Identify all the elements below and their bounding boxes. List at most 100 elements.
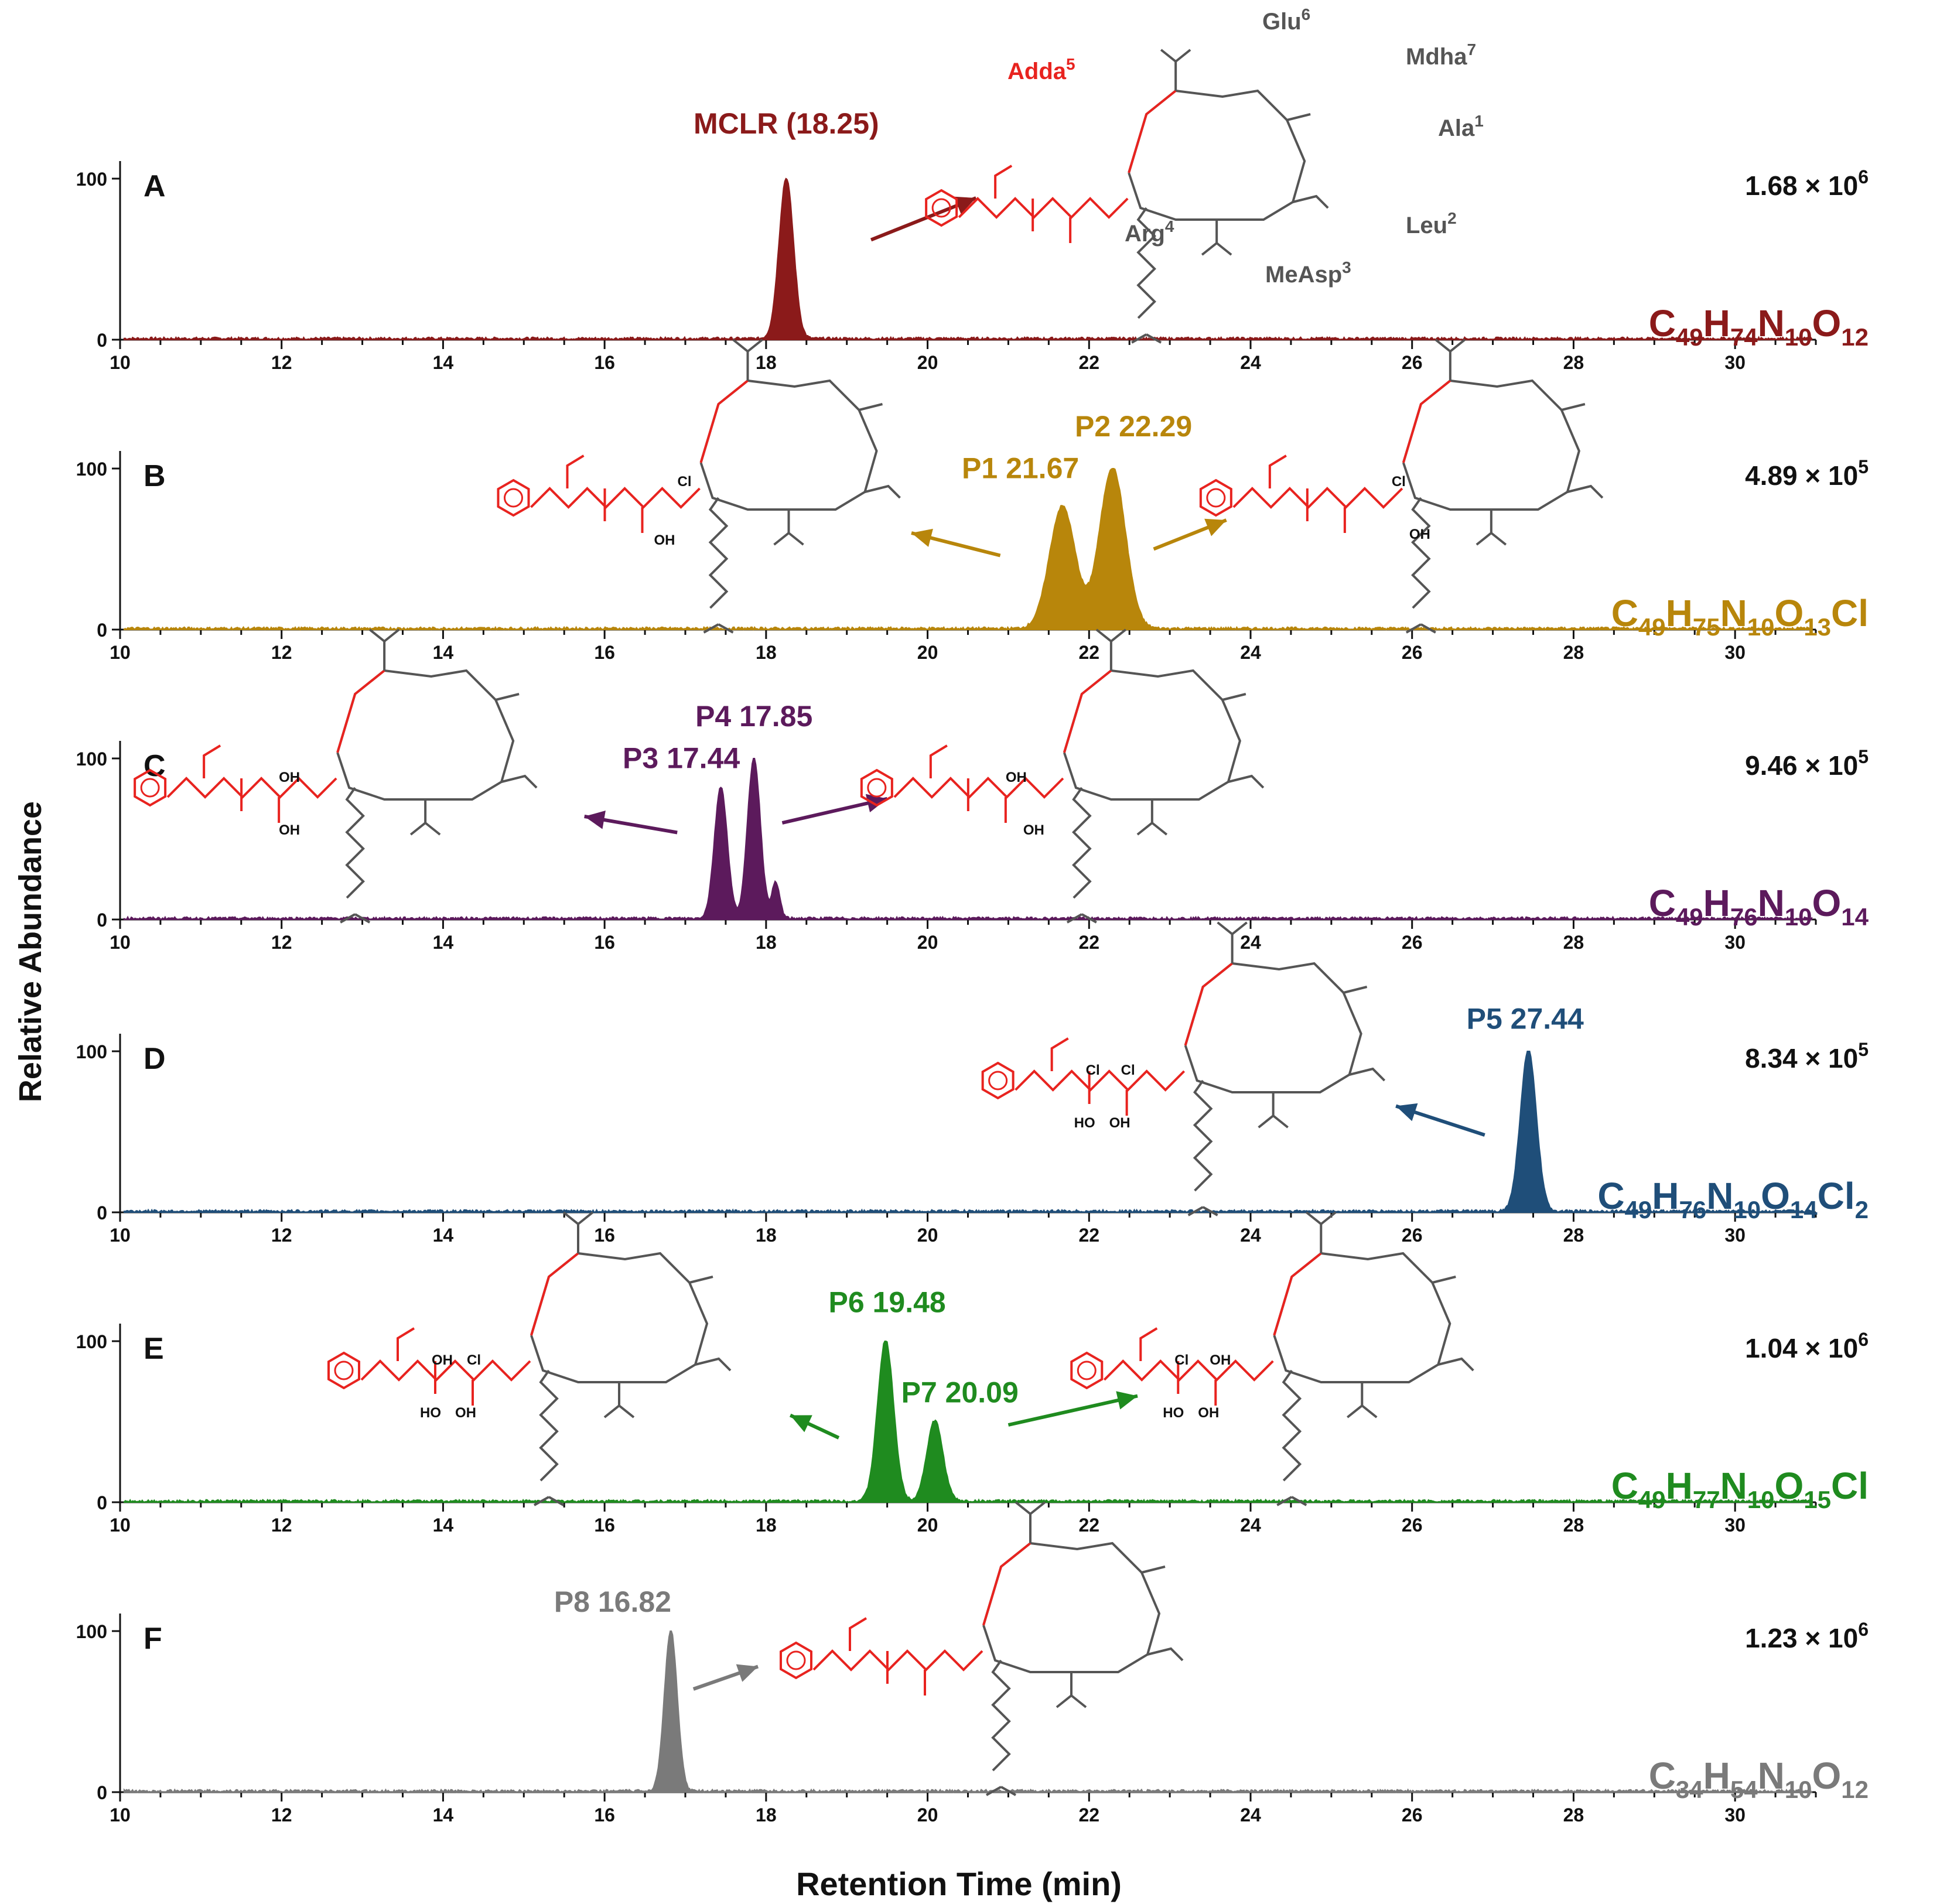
glu-branch-2 [1029, 1501, 1046, 1515]
x-tick-label: 20 [917, 1515, 938, 1536]
benzene-ring-inner [988, 1071, 1008, 1091]
adda-chain [958, 197, 1129, 219]
panel-A: 0 100 10 12 14 16 18 20 22 24 26 28 30 A MCLR (18.25) A… [76, 5, 1869, 373]
x-tick-label: 22 [1078, 932, 1099, 953]
x-tick-label: 24 [1240, 642, 1261, 663]
x-tick-label: 16 [594, 1804, 615, 1826]
structure-E1: OH Cl HO OH [327, 1211, 732, 1506]
structure-E2: Cl OH HO OH [1070, 1211, 1474, 1506]
panel-letter: A [144, 169, 166, 203]
x-tick-label: 16 [594, 352, 615, 373]
chromatogram-trace [123, 1341, 1813, 1504]
glu-branch-2 [1174, 49, 1191, 63]
residue-label-glu: Glu6 [1262, 5, 1310, 35]
annotation-arrow [1007, 1394, 1138, 1427]
arg-tail-end [1131, 333, 1147, 344]
adda-ethyl [1050, 1037, 1069, 1071]
x-tick-label: 10 [110, 1225, 131, 1246]
macrocycle-ring [982, 1541, 1161, 1673]
x-tick-label: 12 [271, 1225, 292, 1246]
measp-branch [1136, 799, 1153, 836]
adda-chain [530, 487, 701, 509]
molecular-formula: C49H76N10O14Cl2 [1597, 1175, 1869, 1223]
x-tick-label: 14 [433, 642, 454, 663]
arg-tail-end-2 [1202, 1206, 1218, 1216]
benzene-ring [134, 768, 167, 807]
chromatogram-trace [123, 1051, 1813, 1214]
peak-label: P7 20.09 [901, 1376, 1019, 1409]
adda-chain [360, 1359, 531, 1382]
adda-ring-segment [336, 669, 385, 753]
macrocycle-ring [1273, 1252, 1451, 1383]
substituent-label: OH [1109, 1115, 1130, 1131]
substituent-label: Cl [1392, 474, 1406, 490]
arg-tail [1282, 1369, 1302, 1482]
substituent-label: OH [654, 532, 675, 548]
residue-label-arg: Arg4 [1125, 217, 1174, 247]
measp-branch [773, 510, 790, 546]
arg-tail-end-2 [548, 1496, 564, 1506]
ala-branch [689, 1276, 713, 1284]
annotation-arrowhead [1396, 1103, 1418, 1122]
x-tick-label: 10 [110, 932, 131, 953]
ala-branch [1222, 693, 1246, 701]
glu-branch-2 [747, 339, 763, 353]
leu-branch [1292, 194, 1329, 209]
max-intensity: 4.89 × 105 [1745, 456, 1869, 491]
measp-branch [1347, 1382, 1364, 1418]
x-tick-label: 22 [1078, 352, 1099, 373]
arg-tail-end-2 [1146, 333, 1162, 344]
ala-branch [859, 403, 883, 411]
benzene-ring-inner [1206, 488, 1226, 508]
adda-ring-segment [982, 1542, 1032, 1626]
arg-tail [1411, 497, 1431, 609]
arg-tail-end-2 [354, 913, 371, 924]
x-tick-label: 12 [271, 1804, 292, 1826]
leu-branch [1147, 1647, 1184, 1662]
arg-tail-end [1066, 913, 1082, 924]
annotation-arrowhead [865, 794, 887, 812]
adda-ethyl [1268, 454, 1287, 488]
glu-branch [1160, 49, 1177, 91]
benzene-ring-inner [504, 488, 523, 508]
x-tick-label: 26 [1402, 642, 1423, 663]
max-intensity: 9.46 × 105 [1745, 746, 1869, 781]
x-tick-label: 26 [1402, 932, 1423, 953]
substituent-label: HO [420, 1405, 441, 1421]
peak-apex-2 [775, 883, 777, 885]
x-tick-label: 24 [1240, 1225, 1261, 1246]
x-tick-label: 30 [1724, 1804, 1746, 1826]
annotation-arrowhead [911, 528, 933, 547]
leu-branch [1437, 1357, 1474, 1372]
peak-label: MCLR (18.25) [694, 107, 879, 140]
y-tick-label: 100 [76, 459, 107, 480]
arg-tail-end [703, 623, 719, 634]
structure-C2: OH OH [860, 628, 1265, 924]
max-intensity: 8.34 × 105 [1745, 1039, 1869, 1074]
arg-tail-end-2 [1000, 1786, 1016, 1796]
glu-branch-2 [1320, 1211, 1337, 1225]
structure-B2: Cl OH [1199, 339, 1604, 634]
y-tick-label: 100 [76, 748, 107, 770]
annotation-arrowhead [790, 1415, 812, 1433]
max-intensity: 1.23 × 106 [1745, 1619, 1869, 1653]
glu-branch-2 [1231, 921, 1248, 935]
macrocycle-ring [1184, 962, 1362, 1093]
y-tick-label: 0 [97, 1782, 107, 1803]
x-tick-label: 12 [271, 1515, 292, 1536]
annotation-arrowhead [954, 196, 976, 214]
x-tick-label: 10 [110, 352, 131, 373]
arg-tail-end [986, 1786, 1002, 1796]
ala-branch [1343, 986, 1368, 994]
glu-branch [1306, 1211, 1323, 1253]
peak-apex-1 [753, 758, 755, 759]
x-tick-label: 24 [1240, 352, 1261, 373]
macrocycle-ring [530, 1252, 709, 1383]
y-tick-label: 100 [76, 1621, 107, 1642]
peak-apex-1 [1112, 468, 1114, 469]
arg-tail-end-2 [1420, 623, 1436, 634]
x-tick-label: 14 [433, 352, 454, 373]
adda-ring-segment [1063, 669, 1112, 753]
y-tick-label: 0 [97, 330, 107, 351]
